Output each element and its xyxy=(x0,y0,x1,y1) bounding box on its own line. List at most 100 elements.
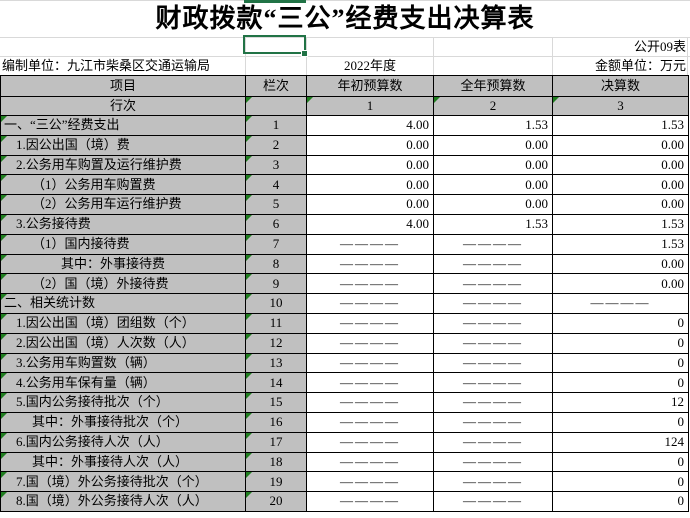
item-cell[interactable]: 3.公务用车购置数（辆） xyxy=(0,352,246,374)
value-cell-annual[interactable]: ———— xyxy=(433,312,553,334)
item-cell[interactable]: （1）国内接待费 xyxy=(0,233,246,255)
item-cell[interactable]: 1.因公出国（境）费 xyxy=(0,134,246,156)
value-cell-initial[interactable]: ———— xyxy=(306,431,434,453)
line-no-cell[interactable]: 16 xyxy=(245,411,307,433)
value-cell-annual[interactable]: ———— xyxy=(433,491,553,512)
item-cell[interactable]: 8.国（境）外公务接待人次（人） xyxy=(0,491,246,512)
value-cell-final[interactable]: 0.00 xyxy=(552,273,689,295)
value-cell-initial[interactable]: ———— xyxy=(306,312,434,334)
value-cell-initial[interactable]: ———— xyxy=(306,471,434,493)
value-cell-final[interactable]: 0 xyxy=(552,451,689,473)
line-no-cell[interactable]: 18 xyxy=(245,451,307,473)
value-cell-annual[interactable]: ———— xyxy=(433,372,553,394)
line-row-col-3[interactable]: 3 xyxy=(552,96,689,116)
item-cell[interactable]: 其中：外事接待批次（个） xyxy=(0,411,246,433)
line-row-label[interactable]: 行次 xyxy=(0,96,246,116)
line-row-blank[interactable] xyxy=(245,96,307,116)
line-no-cell[interactable]: 8 xyxy=(245,253,307,275)
value-cell-final[interactable]: 124 xyxy=(552,431,689,453)
col-header-item[interactable]: 项目 xyxy=(0,75,246,97)
item-cell[interactable]: 1.因公出国（境）团组数（个） xyxy=(0,312,246,334)
value-cell-annual[interactable]: 0.00 xyxy=(433,154,553,176)
value-cell-final[interactable]: 0 xyxy=(552,332,689,354)
value-cell-annual[interactable]: ———— xyxy=(433,431,553,453)
prepared-by-label[interactable]: 编制单位：九江市柴桑区交通运输局 xyxy=(2,58,211,73)
item-cell[interactable]: 2.因公出国（境）人次数（人） xyxy=(0,332,246,354)
year-label[interactable]: 2022年度 xyxy=(343,58,396,73)
item-cell[interactable]: 7.国（境）外公务接待批次（个） xyxy=(0,471,246,493)
value-cell-annual[interactable]: ———— xyxy=(433,411,553,433)
line-no-cell[interactable]: 15 xyxy=(245,392,307,413)
item-cell[interactable]: 其中：外事接待人次（人） xyxy=(0,451,246,473)
line-no-cell[interactable]: 1 xyxy=(245,115,307,136)
col-header-final-accounts[interactable]: 决算数 xyxy=(552,75,689,97)
value-cell-final[interactable]: 0.00 xyxy=(552,174,689,196)
value-cell-annual[interactable]: ———— xyxy=(433,293,553,314)
line-no-cell[interactable]: 14 xyxy=(245,372,307,394)
item-cell[interactable]: 一、“三公”经费支出 xyxy=(0,115,246,136)
line-no-cell[interactable]: 9 xyxy=(245,273,307,295)
item-cell[interactable]: （2）公务用车运行维护费 xyxy=(0,194,246,215)
value-cell-final[interactable]: 0.00 xyxy=(552,194,689,215)
value-cell-final[interactable]: 0.00 xyxy=(552,154,689,176)
value-cell-initial[interactable]: 0.00 xyxy=(306,154,434,176)
line-no-cell[interactable]: 20 xyxy=(245,491,307,512)
value-cell-annual[interactable]: ———— xyxy=(433,233,553,255)
amount-unit-label[interactable]: 金额单位：万元 xyxy=(594,58,686,73)
value-cell-annual[interactable]: ———— xyxy=(433,253,553,275)
item-cell[interactable]: （2）国（境）外接待费 xyxy=(0,273,246,295)
value-cell-final[interactable]: 0 xyxy=(552,312,689,334)
value-cell-annual[interactable]: ———— xyxy=(433,392,553,413)
line-no-cell[interactable]: 6 xyxy=(245,213,307,235)
value-cell-final[interactable]: 0.00 xyxy=(552,253,689,275)
value-cell-annual[interactable]: ———— xyxy=(433,273,553,295)
line-no-cell[interactable]: 7 xyxy=(245,233,307,255)
line-row-col-1[interactable]: 1 xyxy=(306,96,434,116)
line-no-cell[interactable]: 12 xyxy=(245,332,307,354)
item-cell[interactable]: 6.国内公务接待人次（人） xyxy=(0,431,246,453)
value-cell-final[interactable]: 0 xyxy=(552,372,689,394)
value-cell-initial[interactable]: 0.00 xyxy=(306,174,434,196)
line-no-cell[interactable]: 10 xyxy=(245,293,307,314)
value-cell-final[interactable]: 0 xyxy=(552,411,689,433)
value-cell-initial[interactable]: ———— xyxy=(306,491,434,512)
value-cell-initial[interactable]: 0.00 xyxy=(306,194,434,215)
value-cell-initial[interactable]: ———— xyxy=(306,392,434,413)
value-cell-initial[interactable]: ———— xyxy=(306,352,434,374)
value-cell-initial[interactable]: ———— xyxy=(306,451,434,473)
item-cell[interactable]: （1）公务用车购置费 xyxy=(0,174,246,196)
line-no-cell[interactable]: 19 xyxy=(245,471,307,493)
sheet-title[interactable]: 财政拨款“三公”经费支出决算表 xyxy=(155,4,535,33)
value-cell-final[interactable]: 12 xyxy=(552,392,689,413)
value-cell-initial[interactable]: ———— xyxy=(306,273,434,295)
line-no-cell[interactable]: 17 xyxy=(245,431,307,453)
value-cell-annual[interactable]: ———— xyxy=(433,352,553,374)
line-row-col-2[interactable]: 2 xyxy=(433,96,553,116)
value-cell-initial[interactable]: ———— xyxy=(306,332,434,354)
value-cell-initial[interactable]: ———— xyxy=(306,253,434,275)
value-cell-final[interactable]: 0 xyxy=(552,471,689,493)
col-header-annual-budget[interactable]: 全年预算数 xyxy=(433,75,553,97)
item-cell[interactable]: 5.国内公务接待批次（个） xyxy=(0,392,246,413)
item-cell[interactable]: 3.公务接待费 xyxy=(0,213,246,235)
value-cell-final[interactable]: 1.53 xyxy=(552,233,689,255)
value-cell-annual[interactable]: 0.00 xyxy=(433,134,553,156)
value-cell-annual[interactable]: ———— xyxy=(433,332,553,354)
value-cell-final[interactable]: 0 xyxy=(552,352,689,374)
col-header-line-no[interactable]: 栏次 xyxy=(245,75,307,97)
value-cell-annual[interactable]: 1.53 xyxy=(433,115,553,136)
value-cell-initial[interactable]: 4.00 xyxy=(306,213,434,235)
value-cell-initial[interactable]: 4.00 xyxy=(306,115,434,136)
line-no-cell[interactable]: 5 xyxy=(245,194,307,215)
item-cell[interactable]: 4.公务用车保有量（辆） xyxy=(0,372,246,394)
value-cell-initial[interactable]: 0.00 xyxy=(306,134,434,156)
line-no-cell[interactable]: 13 xyxy=(245,352,307,374)
value-cell-annual[interactable]: 1.53 xyxy=(433,213,553,235)
value-cell-final[interactable]: 1.53 xyxy=(552,213,689,235)
value-cell-initial[interactable]: ———— xyxy=(306,411,434,433)
sheet-number-label[interactable]: 公开09表 xyxy=(633,39,686,54)
value-cell-annual[interactable]: ———— xyxy=(433,451,553,473)
value-cell-initial[interactable]: ———— xyxy=(306,293,434,314)
value-cell-annual[interactable]: ———— xyxy=(433,471,553,493)
col-header-initial-budget[interactable]: 年初预算数 xyxy=(306,75,434,97)
